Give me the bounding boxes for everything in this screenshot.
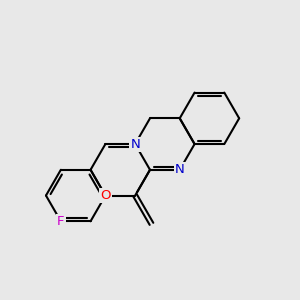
Text: O: O [100,189,111,202]
Text: F: F [57,215,64,228]
Text: N: N [175,163,184,176]
Text: N: N [130,138,140,151]
